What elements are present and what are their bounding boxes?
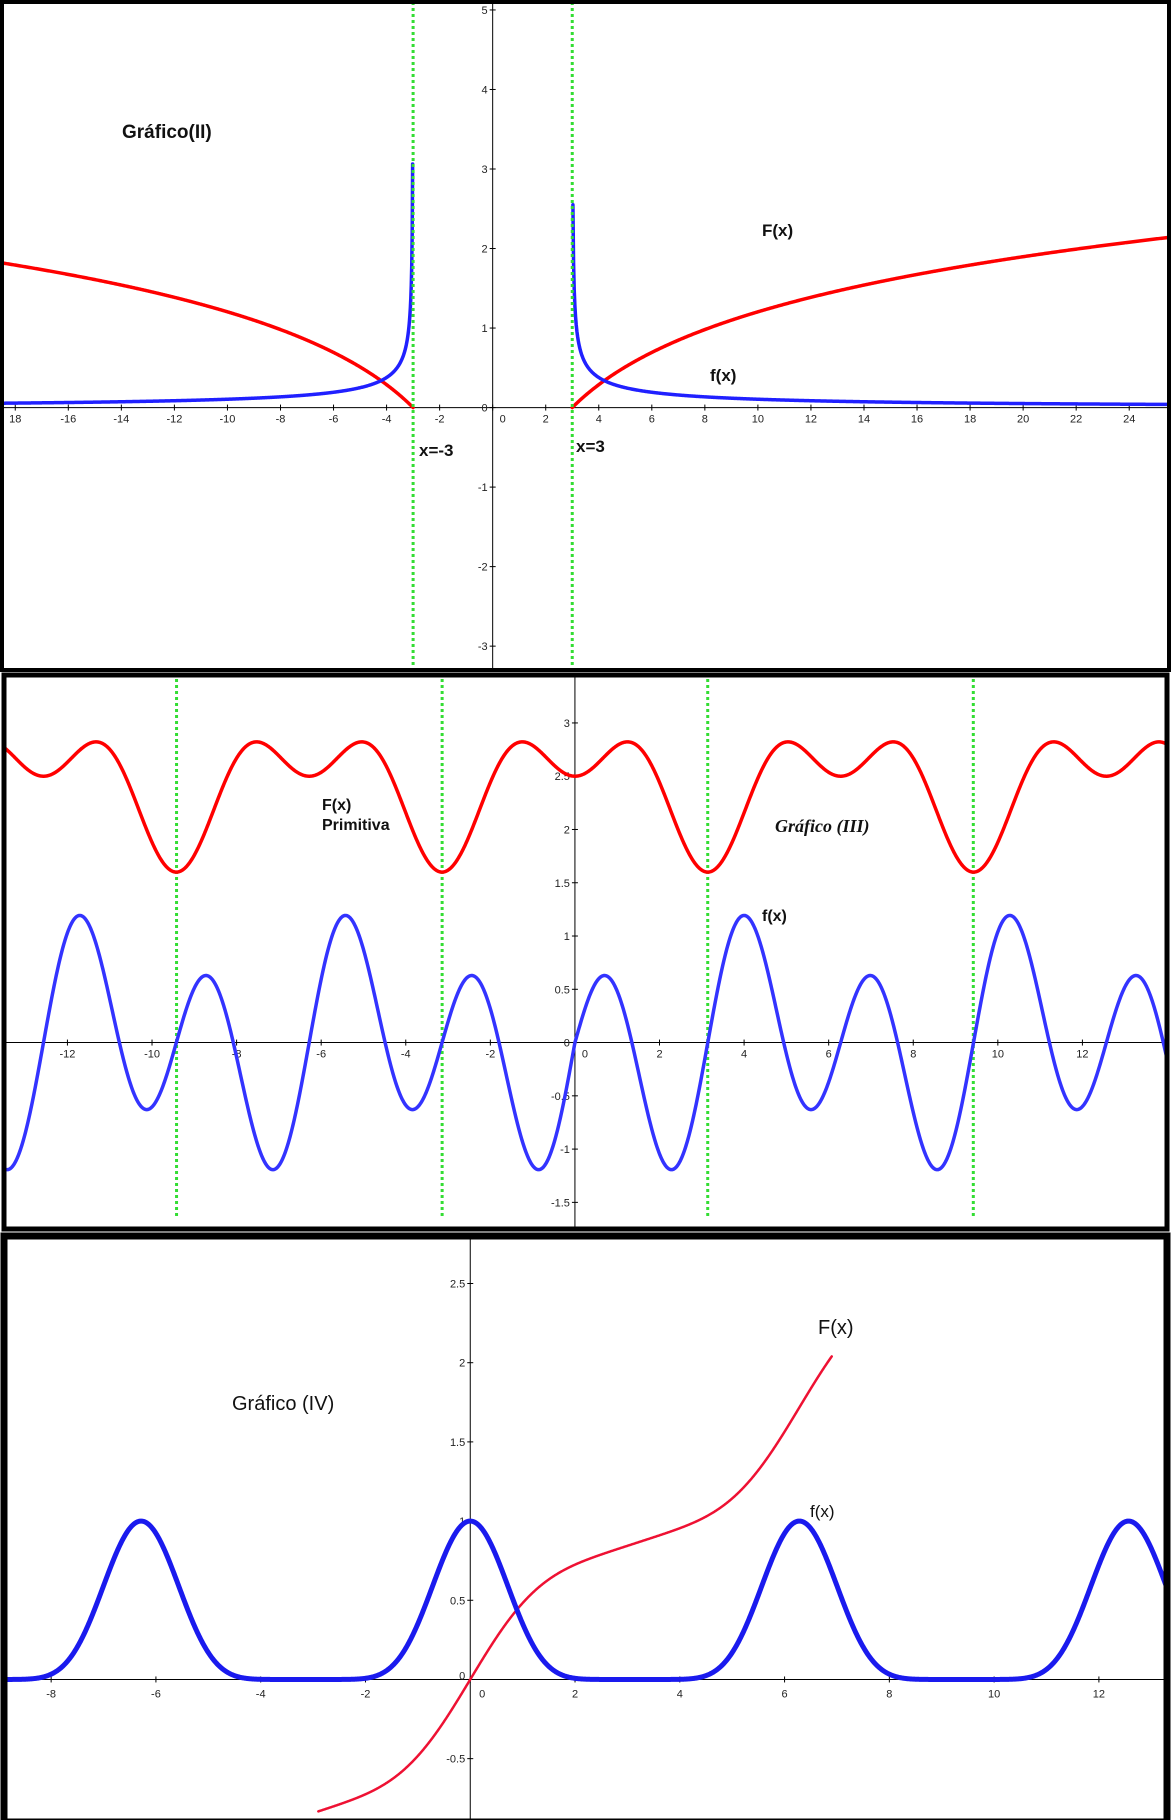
x-tick-label: -2 xyxy=(485,1049,495,1061)
chart-canvas-ii: 18 -16 -14 -12 -10 -8 -6 -4 -2 0 2 4 6 8 10 12 14 16 18 20 2… xyxy=(0,0,1171,672)
x-tick-label: 8 xyxy=(886,1688,892,1700)
y-tick-label: -3 xyxy=(478,641,488,653)
x-tick-label: 12 xyxy=(1093,1688,1105,1700)
x-tick-label: -4 xyxy=(256,1688,266,1700)
x-tick-label: 4 xyxy=(596,414,602,426)
x-tick-label: -16 xyxy=(60,414,76,426)
x-tick-label: -14 xyxy=(113,414,129,426)
y-tick-label: 0 xyxy=(564,1038,570,1050)
x-tick-label: 20 xyxy=(1017,414,1029,426)
x-tick-label: 2 xyxy=(656,1049,662,1061)
x-tick-label: 0 xyxy=(500,414,506,426)
y-tick-label: -1 xyxy=(478,482,488,494)
series-label-big-f: F(x) xyxy=(818,1317,854,1339)
x-tick-label: 12 xyxy=(1076,1049,1088,1061)
x-tick-label: 10 xyxy=(988,1688,1000,1700)
x-tick-label: -4 xyxy=(401,1049,411,1061)
x-tick-label: -6 xyxy=(329,414,339,426)
series-label-small-f: f(x) xyxy=(710,366,736,385)
y-tick-label: 1 xyxy=(482,323,488,335)
y-tick-label: 1.5 xyxy=(450,1437,465,1449)
x-tick-label: -4 xyxy=(382,414,392,426)
x-tick-label: 2 xyxy=(543,414,549,426)
series-label-big-f: F(x) xyxy=(762,221,793,240)
y-tick-label: 0.5 xyxy=(450,1595,465,1607)
chart-canvas-iv: -8 -6 -4 -2 0 2 4 6 8 10 12-0.500.511.522.5 Gráfic… xyxy=(0,1232,1171,1820)
asymptote-label-right: x=3 xyxy=(576,437,605,456)
x-tick-label: 6 xyxy=(782,1688,788,1700)
x-tick-label: 14 xyxy=(858,414,870,426)
y-tick-label: -0.5 xyxy=(446,1754,465,1766)
panel-border xyxy=(0,1232,1171,1820)
x-tick-label: -6 xyxy=(316,1049,326,1061)
chart-title: Gráfico(II) xyxy=(122,122,212,143)
x-tick-label: 2 xyxy=(572,1688,578,1700)
chart-title: Gráfico (III) xyxy=(775,816,870,837)
x-tick-label: 0 xyxy=(582,1049,588,1061)
y-tick-label: 1 xyxy=(564,931,570,943)
y-tick-label: 2 xyxy=(482,244,488,256)
y-tick-label: 2 xyxy=(564,824,570,836)
y-tick-label: -2 xyxy=(478,562,488,574)
asymptote-label-left: x=-3 xyxy=(419,441,454,460)
chart-title: Gráfico (IV) xyxy=(232,1393,334,1415)
panel-border xyxy=(0,0,1171,672)
x-tick-label: 8 xyxy=(702,414,708,426)
y-tick-label: 0 xyxy=(482,403,488,415)
x-tick-label: -12 xyxy=(59,1049,75,1061)
y-tick-label: 1.5 xyxy=(555,878,570,890)
chart-panel-grafico-iii: -12 -10 -8 -6 -4 -2 0 2 4 6 8 10 12 -1.5 -1 -0.5 0 0.5 1 1.… xyxy=(0,672,1171,1232)
y-tick-label: 2.5 xyxy=(450,1279,465,1291)
x-tick-label: 4 xyxy=(677,1688,683,1700)
x-tick-label: -8 xyxy=(276,414,286,426)
x-tick-label: 22 xyxy=(1070,414,1082,426)
y-tick-label: 0 xyxy=(459,1670,465,1682)
series-f-left xyxy=(0,162,415,405)
x-tick-label: 12 xyxy=(805,414,817,426)
series-F-right xyxy=(570,235,1171,410)
x-tick-label: 6 xyxy=(826,1049,832,1061)
x-tick-label: -12 xyxy=(166,414,182,426)
series-label-big-f: F(x) xyxy=(322,797,351,814)
x-tick-label: 10 xyxy=(992,1049,1004,1061)
x-tick-label: 4 xyxy=(741,1049,747,1061)
x-tick-label: 8 xyxy=(910,1049,916,1061)
x-tick-label: 6 xyxy=(649,414,655,426)
x-tick-label: -2 xyxy=(361,1688,371,1700)
series-f xyxy=(2,913,1169,1172)
series-F xyxy=(317,1355,833,1813)
x-tick-label: -8 xyxy=(46,1688,56,1700)
x-tick-label: 18 xyxy=(964,414,976,426)
y-tick-label: 4 xyxy=(482,84,488,96)
series-f-right xyxy=(571,202,1171,407)
series-F xyxy=(2,740,1169,874)
x-tick-label: 10 xyxy=(752,414,764,426)
x-tick-label: -10 xyxy=(144,1049,160,1061)
series-label-small-f: f(x) xyxy=(810,1502,835,1521)
y-tick-label: -1 xyxy=(560,1144,570,1156)
x-tick-label: 24 xyxy=(1123,414,1135,426)
panel-border xyxy=(1,672,1170,1232)
y-tick-label: 0.5 xyxy=(555,984,570,996)
x-tick-label: -10 xyxy=(219,414,235,426)
chart-panel-grafico-iv: -8 -6 -4 -2 0 2 4 6 8 10 12 -0.5 0 0.5 1 1.5 2 2.5 Gráfic… xyxy=(0,1232,1171,1820)
x-tick-label: 16 xyxy=(911,414,923,426)
y-tick-label: 3 xyxy=(564,718,570,730)
series-f xyxy=(1,1518,1170,1682)
x-tick-label: 18 xyxy=(9,414,21,426)
series-label-primitiva: Primitiva xyxy=(322,817,390,834)
chart-canvas-iii: -12 -10 -8 -6 -4 -2 0 2 4 6 8 10 12-1.5-1-0.500.511.… xyxy=(1,672,1170,1232)
y-tick-label: 5 xyxy=(482,5,488,17)
series-F-left xyxy=(0,261,415,410)
x-tick-label: 0 xyxy=(479,1688,485,1700)
x-tick-label: -6 xyxy=(151,1688,161,1700)
series-label-small-f: f(x) xyxy=(762,908,787,925)
y-tick-label: 2 xyxy=(459,1358,465,1370)
y-tick-label: 3 xyxy=(482,164,488,176)
chart-panel-grafico-ii: 18 -16 -14 -12 -10 -8 -6 -4 -2 0 2 4 6 8 10 12 14 16 18 20 2… xyxy=(0,0,1171,672)
x-tick-label: -2 xyxy=(435,414,445,426)
y-tick-label: -1.5 xyxy=(551,1197,570,1209)
